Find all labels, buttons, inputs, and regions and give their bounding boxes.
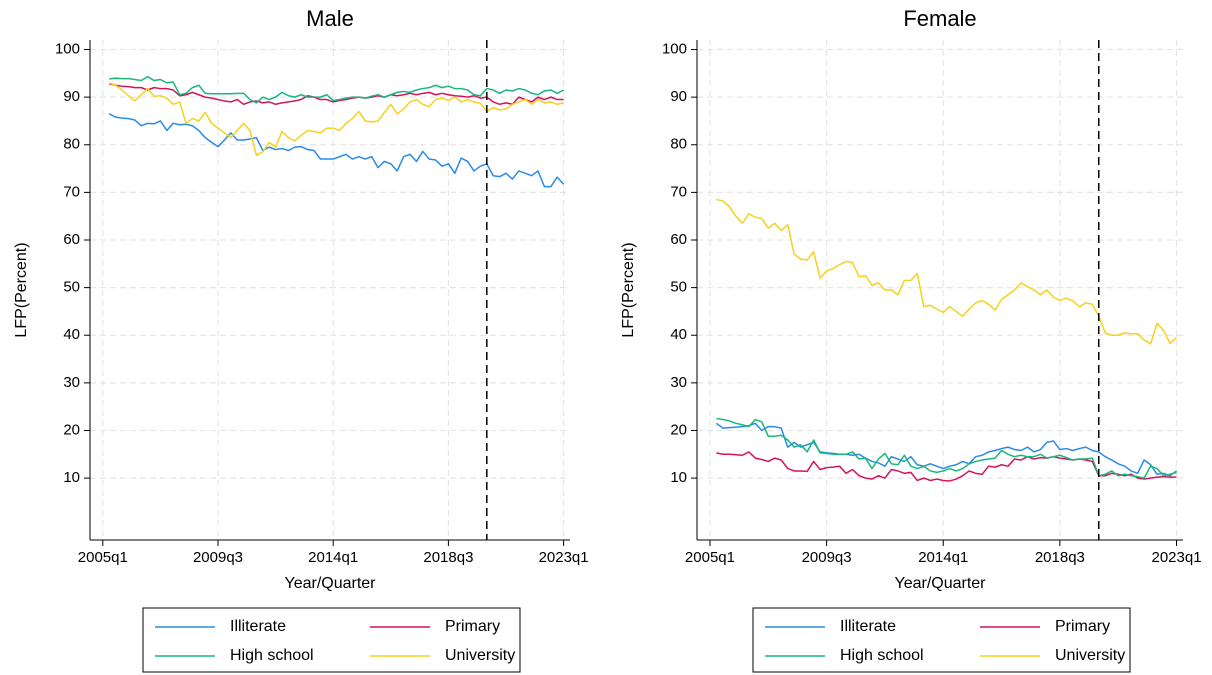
legend-box — [752, 607, 1131, 673]
legend-label: Illiterate — [230, 618, 286, 635]
x-tick-label: 2023q1 — [539, 549, 589, 566]
legend-label: Primary — [1055, 618, 1110, 635]
x-axis-label: Year/Quarter — [894, 575, 986, 592]
panel-title: Female — [903, 6, 976, 31]
series-line — [109, 83, 564, 106]
y-tick-label: 50 — [670, 279, 687, 296]
x-tick-label: 2023q1 — [1151, 549, 1201, 566]
legend-label: University — [1055, 647, 1125, 664]
y-tick-label: 100 — [662, 40, 687, 57]
x-tick-label: 2009q3 — [193, 549, 243, 566]
y-tick-label: 60 — [670, 231, 687, 248]
x-tick-label: 2014q1 — [308, 549, 358, 566]
legend-label: University — [445, 647, 515, 664]
legend-label: High school — [840, 647, 924, 664]
series-line — [108, 113, 565, 188]
y-tick-label: 70 — [670, 183, 687, 200]
series-line — [716, 198, 1178, 345]
series-line — [716, 451, 1177, 482]
y-tick-label: 20 — [63, 421, 80, 438]
y-tick-label: 10 — [63, 469, 80, 486]
y-tick-label: 40 — [63, 326, 80, 343]
y-tick-label: 30 — [63, 374, 80, 391]
x-tick-label: 2018q3 — [1035, 549, 1085, 566]
panel-title: Male — [306, 6, 354, 31]
y-axis-label: LFP(Percent) — [13, 242, 30, 337]
x-tick-label: 2014q1 — [918, 549, 968, 566]
y-tick-label: 20 — [670, 421, 687, 438]
y-tick-label: 60 — [63, 231, 80, 248]
y-tick-label: 30 — [670, 374, 687, 391]
y-tick-label: 90 — [63, 88, 80, 105]
y-tick-label: 80 — [670, 136, 687, 153]
legend-label: High school — [230, 647, 314, 664]
x-axis-label: Year/Quarter — [284, 575, 376, 592]
y-tick-label: 10 — [670, 469, 687, 486]
legend-box — [142, 607, 521, 673]
x-tick-label: 2018q3 — [423, 549, 473, 566]
x-tick-label: 2009q3 — [802, 549, 852, 566]
legend-label: Illiterate — [840, 618, 896, 635]
series-line — [716, 417, 1177, 479]
series-line — [715, 422, 1177, 477]
y-axis-label: LFP(Percent) — [620, 242, 637, 337]
x-tick-label: 2005q1 — [685, 549, 735, 566]
legend-label: Primary — [445, 618, 500, 635]
y-tick-label: 70 — [63, 183, 80, 200]
y-tick-label: 80 — [63, 136, 80, 153]
y-tick-label: 100 — [55, 40, 80, 57]
y-tick-label: 90 — [670, 88, 687, 105]
y-tick-label: 50 — [63, 279, 80, 296]
x-tick-label: 2005q1 — [78, 549, 128, 566]
series-line — [108, 82, 564, 156]
series-line — [109, 75, 564, 104]
y-tick-label: 40 — [670, 326, 687, 343]
